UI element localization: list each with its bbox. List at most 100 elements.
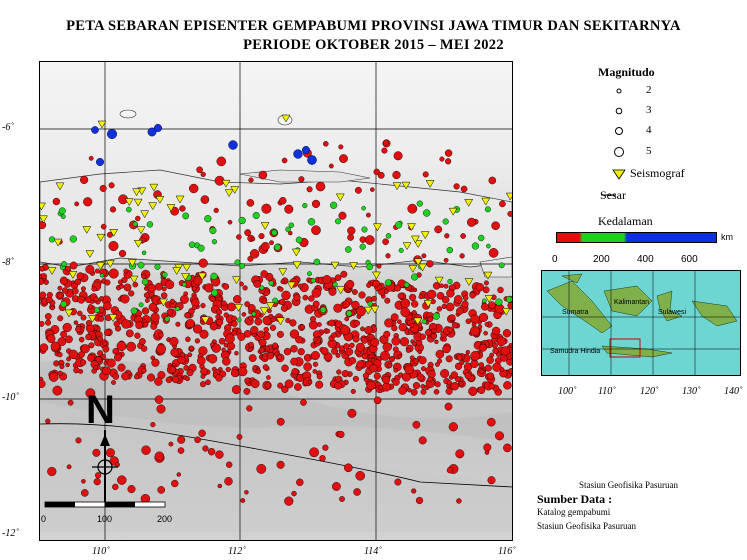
- epicenter-point: [117, 363, 126, 372]
- epicenter-point: [61, 261, 67, 267]
- epicenter-point: [362, 372, 370, 379]
- epicenter-point: [99, 296, 105, 302]
- epicenter-point: [382, 382, 392, 392]
- epicenter-point: [40, 221, 47, 230]
- epicenter-point: [112, 483, 119, 491]
- epicenter-point: [258, 170, 268, 180]
- epicenter-point: [445, 158, 452, 165]
- epicenter-point: [398, 323, 407, 332]
- seismograph-marker: [392, 182, 402, 191]
- epicenter-point: [140, 345, 148, 352]
- scale-label: 200: [157, 514, 173, 524]
- epicenter-point: [238, 216, 246, 225]
- epicenter-point: [497, 286, 504, 294]
- epicenter-point: [394, 478, 402, 486]
- map-title-line1: PETA SEBARAN EPISENTER GEMPABUMI PROVINS…: [66, 18, 681, 34]
- lon-label: 110˚: [92, 546, 110, 557]
- epicenter-point: [279, 298, 286, 306]
- epicenter-point: [91, 286, 97, 292]
- epicenter-point: [78, 336, 85, 343]
- epicenter-point: [371, 295, 377, 302]
- epicenter-point: [236, 433, 243, 440]
- epicenter-point: [44, 313, 52, 320]
- epicenter-point: [421, 253, 427, 259]
- epicenter-point: [352, 335, 360, 343]
- epicenter-point: [430, 333, 438, 340]
- epicenter-point: [117, 475, 127, 485]
- epicenter-point: [179, 352, 186, 358]
- epicenter-point: [312, 361, 319, 367]
- epicenter-point: [227, 302, 236, 312]
- epicenter-point: [480, 302, 489, 311]
- epicenter-point: [470, 326, 481, 337]
- epicenter-point: [459, 360, 465, 366]
- seismograph-marker: [410, 235, 420, 244]
- epicenter-point: [128, 290, 135, 297]
- epicenter-point: [168, 441, 174, 447]
- epicenter-point: [370, 337, 380, 347]
- epicenter-point: [310, 351, 320, 361]
- epicenter-point: [411, 300, 419, 308]
- epicenter-point: [311, 288, 322, 298]
- epicenter-point: [392, 378, 400, 386]
- epicenter-point: [312, 337, 318, 343]
- epicenter-point: [133, 374, 140, 380]
- epicenter-point: [153, 124, 162, 133]
- epicenter-point: [342, 300, 350, 308]
- epicenter-point: [291, 368, 299, 376]
- epicenter-point: [343, 463, 353, 473]
- seismograph-marker: [109, 229, 119, 237]
- epicenter-point: [412, 287, 418, 293]
- epicenter-point: [276, 417, 285, 426]
- epicenter-point: [256, 463, 267, 474]
- epicenter-point: [486, 243, 491, 249]
- epicenter-point: [266, 352, 275, 360]
- epicenter-point: [97, 350, 104, 357]
- epicenter-point: [328, 319, 336, 327]
- epicenter-point: [77, 310, 83, 317]
- epicenter-point: [223, 312, 229, 318]
- epicenter-point: [340, 325, 351, 335]
- epicenter-point: [231, 330, 238, 336]
- epicenter-point: [59, 276, 69, 285]
- seismograph-marker: [108, 314, 118, 323]
- seismograph-marker: [133, 239, 143, 248]
- epicenter-point: [423, 209, 431, 217]
- epicenter-point: [253, 279, 262, 288]
- epicenter-point: [337, 430, 345, 439]
- seismograph-marker: [159, 298, 168, 307]
- seismograph-layer: [40, 114, 512, 326]
- epicenter-point: [281, 364, 289, 372]
- epicenter-point: [316, 373, 323, 380]
- epicenter-point: [418, 356, 427, 365]
- epicenter-point: [460, 185, 468, 193]
- seismograph-marker: [40, 202, 46, 211]
- epicenter-point: [241, 312, 247, 317]
- epicenter-point: [330, 201, 338, 209]
- seismograph-marker: [371, 271, 381, 280]
- epicenter-point: [92, 448, 101, 457]
- epicenter-point: [121, 372, 130, 381]
- epicenter-point: [409, 322, 415, 328]
- inset-map[interactable]: Kalimantan Sulawesi Sumatra Samudra Hind…: [541, 270, 741, 376]
- epicenter-point: [57, 370, 63, 376]
- epicenter-point: [471, 242, 480, 250]
- epicenter-point: [284, 379, 294, 389]
- epicenter-point: [394, 284, 402, 292]
- epicenter-point: [73, 367, 80, 374]
- epicenter-point: [442, 218, 449, 225]
- epicenter-point: [444, 149, 453, 157]
- epicenter-point: [397, 292, 405, 300]
- epicenter-point: [99, 273, 105, 278]
- epicenter-point: [52, 197, 61, 206]
- epicenter-point: [443, 257, 449, 263]
- epicenter-map[interactable]: [39, 61, 513, 541]
- epicenter-layer: [40, 124, 512, 506]
- epicenter-point: [215, 308, 223, 316]
- seismograph-marker: [372, 223, 382, 232]
- epicenter-point: [440, 369, 450, 379]
- epicenter-point: [264, 382, 271, 389]
- seismograph-marker: [266, 302, 275, 310]
- epicenter-point: [40, 321, 45, 327]
- epicenter-point: [358, 291, 366, 299]
